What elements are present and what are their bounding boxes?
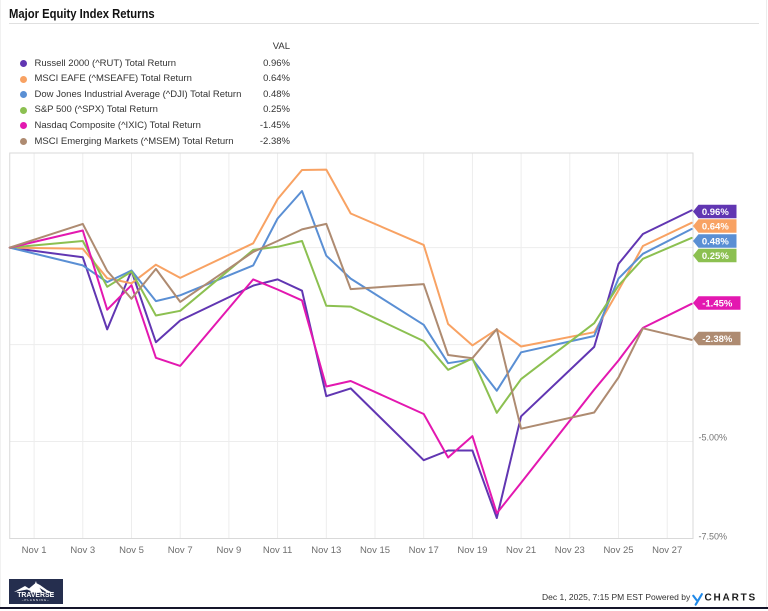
svg-text:Nov 17: Nov 17: [409, 545, 439, 556]
svg-text:Nov 19: Nov 19: [457, 545, 487, 556]
svg-text:Nov 3: Nov 3: [70, 545, 95, 556]
svg-text:0.64%: 0.64%: [702, 221, 729, 232]
svg-text:0.96%: 0.96%: [702, 207, 729, 218]
svg-text:TRAVERSE: TRAVERSE: [17, 592, 54, 599]
svg-text:-2.38%: -2.38%: [702, 334, 733, 345]
svg-text:-7.50%: -7.50%: [699, 532, 728, 542]
svg-text:-1.45%: -1.45%: [702, 298, 733, 309]
svg-text:Nov 1: Nov 1: [22, 545, 47, 556]
svg-text:Nov 5: Nov 5: [119, 545, 144, 556]
svg-text:Nov 25: Nov 25: [603, 545, 633, 556]
svg-text:0.25%: 0.25%: [702, 251, 729, 262]
svg-text:Nov 11: Nov 11: [263, 545, 292, 556]
svg-text:Nov 9: Nov 9: [216, 545, 241, 556]
svg-text:-5.00%: -5.00%: [699, 433, 728, 443]
svg-text:Nov 23: Nov 23: [555, 545, 585, 556]
svg-text:Nov 13: Nov 13: [311, 545, 341, 556]
svg-text:–PLANNING–: –PLANNING–: [22, 598, 50, 602]
svg-text:Nov 21: Nov 21: [506, 545, 536, 556]
svg-text:0.48%: 0.48%: [702, 236, 729, 247]
svg-text:CHARTS: CHARTS: [704, 592, 756, 603]
svg-text:Nov 27: Nov 27: [652, 545, 682, 556]
svg-text:Nov 15: Nov 15: [360, 545, 390, 556]
svg-text:Nov 7: Nov 7: [168, 545, 193, 556]
